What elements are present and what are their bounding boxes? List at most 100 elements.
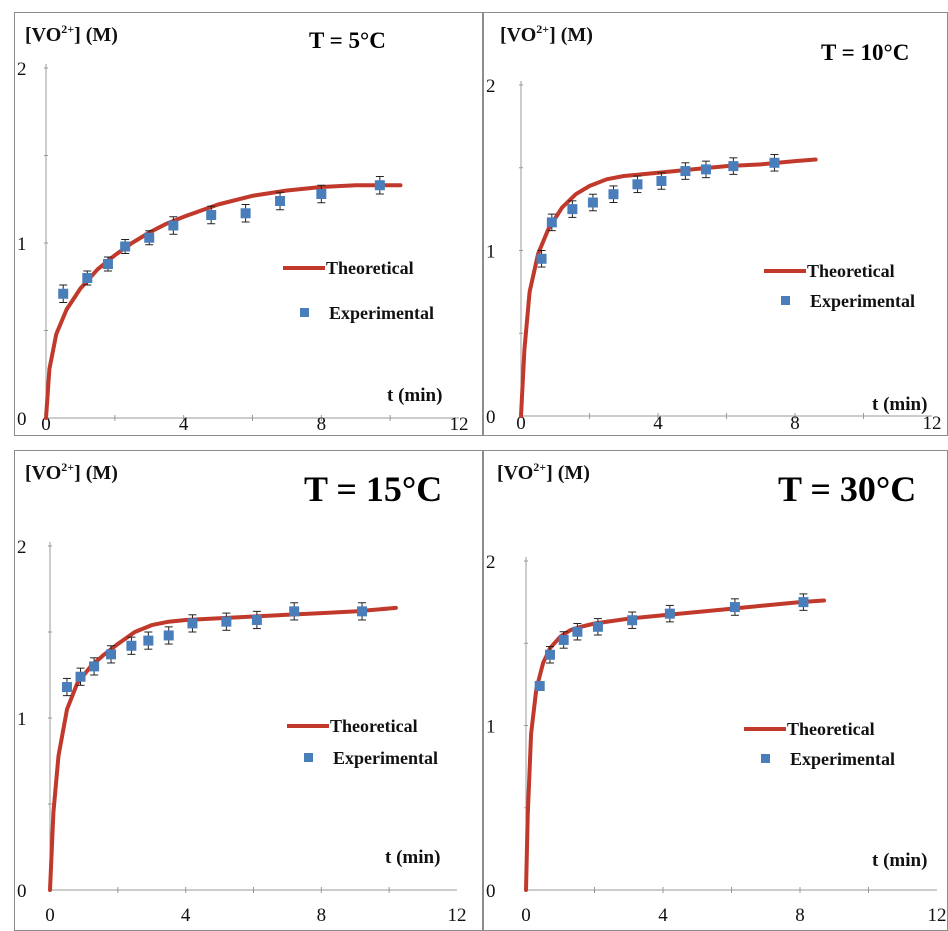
legend-experimental-label: Experimental bbox=[790, 749, 895, 769]
x-tick-label: 12 bbox=[928, 905, 947, 926]
experimental-point bbox=[798, 597, 809, 608]
experimental-point bbox=[221, 616, 232, 627]
experimental-point bbox=[275, 196, 286, 206]
legend-experimental-label: Experimental bbox=[333, 748, 438, 768]
legend-experimental-swatch bbox=[304, 753, 313, 762]
x-tick-label: 4 bbox=[653, 413, 663, 434]
legend-theoretical-label: Theoretical bbox=[807, 261, 895, 281]
y-tick-label: 0 bbox=[17, 881, 27, 902]
experimental-point bbox=[144, 232, 155, 243]
experimental-point bbox=[143, 635, 154, 646]
x-tick-label: 8 bbox=[795, 905, 805, 926]
y-tick-label: 2 bbox=[17, 59, 27, 80]
y-tick-label: 1 bbox=[17, 709, 27, 730]
theoretical-line bbox=[519, 157, 818, 418]
experimental-point bbox=[567, 204, 578, 215]
chart-title: T = 5°C bbox=[309, 28, 386, 53]
theoretical-line bbox=[44, 183, 403, 420]
experimental-point bbox=[374, 180, 385, 191]
experimental-point bbox=[592, 621, 603, 632]
x-axis-label: t (min) bbox=[872, 394, 927, 415]
y-tick-label: 2 bbox=[486, 76, 496, 97]
y-tick-label: 0 bbox=[17, 409, 27, 430]
legend-experimental-label: Experimental bbox=[810, 291, 915, 311]
experimental-point bbox=[289, 606, 300, 617]
y-tick-label: 1 bbox=[17, 234, 27, 255]
legend-experimental-swatch bbox=[761, 754, 770, 763]
chart-panel-10c: 0 4 8 12 0 1 2 [VO2+] (M) T = 10°C t (min) Theoret… bbox=[483, 12, 948, 436]
y-tick-label: 2 bbox=[17, 537, 27, 558]
y-axis-label: [VO2+] (M) bbox=[500, 22, 593, 46]
x-axis-label: t (min) bbox=[385, 847, 440, 868]
experimental-point bbox=[664, 608, 675, 619]
experimental-point bbox=[546, 217, 557, 228]
experimental-point bbox=[168, 220, 179, 231]
x-tick-label: 0 bbox=[41, 414, 51, 435]
x-tick-label: 8 bbox=[317, 905, 327, 926]
x-tick-label: 8 bbox=[790, 413, 800, 434]
legend-experimental-swatch bbox=[781, 296, 790, 305]
y-tick-label: 1 bbox=[486, 242, 496, 263]
experimental-point bbox=[534, 681, 545, 692]
experimental-point bbox=[632, 179, 643, 190]
experimental-point bbox=[251, 614, 262, 625]
chart-title: T = 15°C bbox=[304, 469, 442, 509]
legend-experimental-label: Experimental bbox=[329, 303, 434, 323]
experimental-point bbox=[769, 157, 780, 168]
x-tick-label: 0 bbox=[516, 413, 526, 434]
chart-panel-15c: 0 4 8 12 0 1 2 [VO2+] (M) T = 15°C t (min) Theoret… bbox=[14, 450, 483, 931]
experimental-point bbox=[82, 273, 93, 283]
theoretical-line bbox=[524, 598, 826, 892]
experimental-point bbox=[89, 661, 100, 672]
experimental-point bbox=[572, 626, 583, 637]
experimental-point bbox=[206, 210, 217, 220]
experimental-point bbox=[536, 253, 547, 264]
legend-theoretical-label: Theoretical bbox=[787, 719, 875, 739]
experimental-point bbox=[728, 161, 739, 172]
x-tick-label: 12 bbox=[923, 413, 942, 434]
x-tick-label: 4 bbox=[181, 905, 191, 926]
y-tick-label: 2 bbox=[486, 552, 496, 573]
x-axis-label: t (min) bbox=[872, 850, 927, 871]
experimental-point bbox=[61, 682, 72, 693]
experimental-point bbox=[240, 208, 251, 219]
experimental-point bbox=[608, 189, 619, 200]
chart-title: T = 30°C bbox=[778, 469, 916, 509]
y-tick-label: 1 bbox=[486, 717, 496, 738]
experimental-point bbox=[102, 259, 113, 269]
y-axis-label: [VO2+] (M) bbox=[497, 460, 590, 484]
experimental-point bbox=[544, 649, 555, 660]
x-tick-label: 4 bbox=[179, 414, 189, 435]
y-tick-label: 0 bbox=[486, 881, 496, 902]
experimental-point bbox=[357, 606, 368, 617]
experimental-point bbox=[316, 189, 327, 199]
y-tick-label: 0 bbox=[486, 407, 496, 428]
chart-title: T = 10°C bbox=[821, 40, 909, 65]
experimental-point bbox=[558, 634, 569, 645]
experimental-point bbox=[126, 640, 137, 651]
experimental-point bbox=[58, 288, 69, 299]
experimental-point bbox=[656, 175, 667, 186]
chart-panel-30c: 0 4 8 12 0 1 2 [VO2+] (M) T = 30°C t (min) Theoret… bbox=[483, 450, 948, 931]
experimental-point bbox=[187, 618, 198, 629]
x-tick-label: 12 bbox=[448, 905, 467, 926]
experimental-point bbox=[680, 166, 691, 177]
experimental-point bbox=[75, 671, 86, 682]
y-axis-label: [VO2+] (M) bbox=[25, 22, 118, 46]
x-tick-label: 8 bbox=[317, 414, 327, 435]
legend-theoretical-label: Theoretical bbox=[330, 716, 418, 736]
experimental-point bbox=[700, 164, 711, 175]
legend-experimental-swatch bbox=[300, 308, 309, 317]
x-tick-label: 4 bbox=[658, 905, 668, 926]
chart-panel-5c: 0 4 8 12 0 1 2 [VO2+] (M) T = 5°C t (min) Theoreti… bbox=[14, 12, 483, 436]
experimental-point bbox=[163, 630, 174, 641]
x-axis-label: t (min) bbox=[387, 385, 442, 406]
experimental-point bbox=[627, 615, 638, 626]
experimental-point bbox=[106, 649, 117, 660]
legend-theoretical-label: Theoretical bbox=[326, 258, 414, 278]
x-tick-label: 0 bbox=[521, 905, 531, 926]
